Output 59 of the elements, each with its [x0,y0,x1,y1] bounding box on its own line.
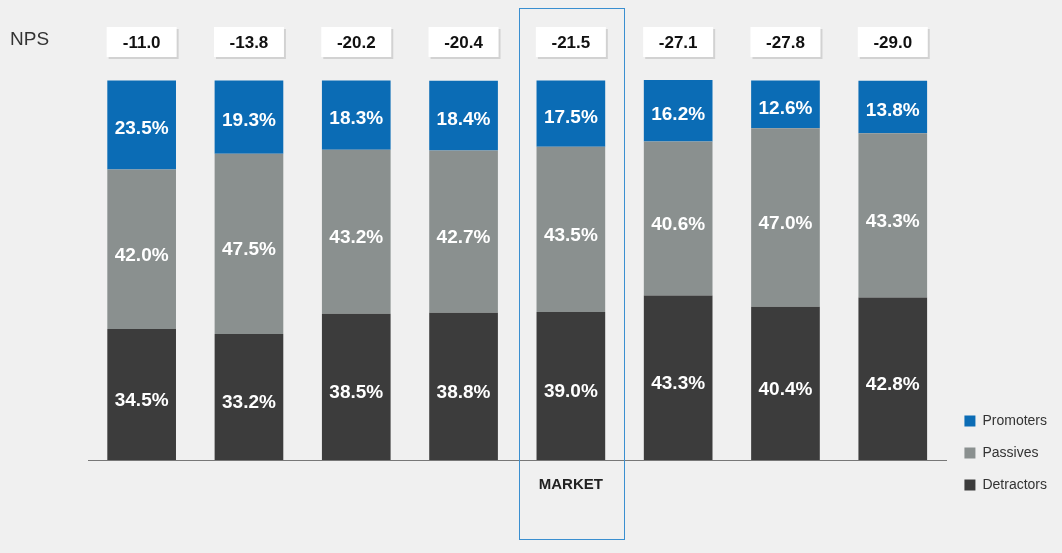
legend-label: Detractors [982,475,1048,492]
bar [858,297,928,460]
bar [321,80,391,150]
text: -27.8 [766,32,805,52]
bar [214,80,284,154]
bar [429,312,498,460]
data-label: 40.4% [758,377,813,399]
x-tick-label: MARKET [538,475,603,493]
data-label: 18.4% [436,107,491,129]
data-label: 38.8% [436,380,491,402]
data-label: 47.5% [222,238,276,260]
data-label: 43.3% [865,209,920,231]
text: -13.8 [229,32,269,52]
data-label: 23.5% [114,117,169,139]
bar [107,80,176,170]
text: -29.0 [873,32,913,52]
bar [536,146,606,312]
legend-label: Promoters [982,411,1048,428]
bar [643,80,713,142]
data-label: 43.3% [651,372,706,394]
bar [643,295,713,460]
data-label: 43.2% [329,226,384,248]
data-label: 19.3% [222,109,276,131]
data-label: 43.5% [543,223,598,245]
data-label: 16.2% [651,102,706,124]
text: -27.1 [658,32,698,52]
bar [107,169,176,330]
bar [321,149,391,314]
text: NPS [10,28,50,50]
data-label: 39.0% [543,380,598,402]
bar [214,153,284,334]
data-label: 13.8% [865,99,920,121]
data-label: 17.5% [543,105,598,127]
data-label: 42.7% [436,225,491,247]
data-label: 33.2% [222,391,276,413]
bar [536,80,606,147]
data-label: 40.6% [651,212,706,234]
bar [643,141,713,296]
data-label: 18.3% [329,107,384,129]
bar [214,333,284,460]
data-label: 47.0% [758,211,813,233]
bar [536,311,606,460]
bar [321,313,391,460]
data-label: 42.0% [114,243,169,265]
bar [858,133,928,298]
text: -11.0 [122,32,161,52]
text: -21.5 [551,32,591,52]
bar [751,128,820,307]
data-label: 42.8% [865,373,920,394]
bar [429,150,498,313]
data-label: 38.5% [329,381,384,403]
data-label: 34.5% [114,388,169,410]
bar [751,306,820,460]
data-label: 12.6% [758,96,813,118]
bar [429,80,498,151]
text: -20.4 [444,32,484,52]
text: -20.2 [336,32,376,52]
legend-label: Passives [982,443,1039,460]
bar [107,329,176,460]
